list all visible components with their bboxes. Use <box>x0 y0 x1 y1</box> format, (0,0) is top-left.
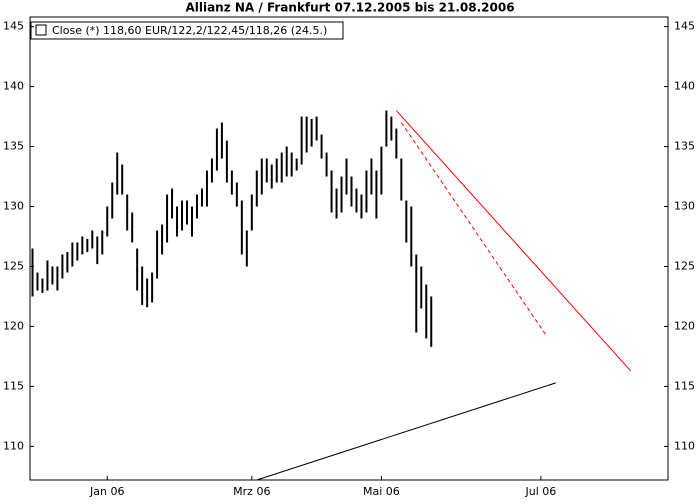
legend-swatch <box>35 24 47 36</box>
trend-line <box>400 122 547 336</box>
y-tick-label: 140 <box>3 80 24 93</box>
legend-label: Close (*) 118,60 EUR/122,2/122,45/118,26… <box>52 24 327 37</box>
y-tick-label-right: 120 <box>674 319 695 332</box>
y-tick-label-right: 145 <box>674 20 695 33</box>
legend <box>30 21 344 40</box>
x-tick-label: Jul 06 <box>525 485 557 498</box>
y-tick-label: 135 <box>3 140 24 153</box>
y-tick-label-right: 110 <box>674 439 695 452</box>
y-tick-label: 115 <box>3 379 24 392</box>
plot-frame <box>29 16 669 481</box>
y-tick-label: 110 <box>3 439 24 452</box>
trend-line <box>395 110 631 372</box>
y-tick-label: 130 <box>3 200 24 213</box>
y-tick-label: 125 <box>3 259 24 272</box>
y-tick-label: 120 <box>3 319 24 332</box>
y-tick-label: 145 <box>3 20 24 33</box>
y-tick-label-right: 130 <box>674 200 695 213</box>
trend-line <box>256 382 557 481</box>
y-tick-label-right: 115 <box>674 379 695 392</box>
y-tick-label-right: 135 <box>674 140 695 153</box>
x-tick-label: Mai 06 <box>363 485 400 498</box>
x-tick-label: Jan 06 <box>89 485 124 498</box>
x-tick-label: Mrz 06 <box>233 485 270 498</box>
y-tick-label-right: 125 <box>674 259 695 272</box>
y-tick-label-right: 140 <box>674 80 695 93</box>
chart-title: Allianz NA / Frankfurt 07.12.2005 bis 21… <box>185 1 514 15</box>
